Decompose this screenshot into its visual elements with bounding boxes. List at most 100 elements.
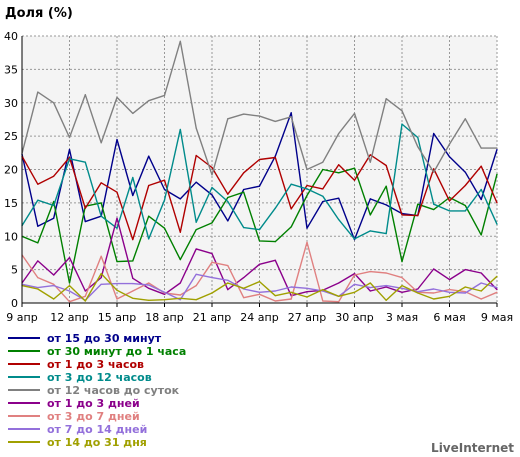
data-point bbox=[148, 287, 150, 289]
data-point bbox=[116, 283, 118, 285]
data-point bbox=[353, 274, 356, 276]
data-point bbox=[37, 242, 39, 244]
data-point bbox=[100, 273, 102, 275]
data-point bbox=[290, 208, 292, 210]
data-point bbox=[464, 171, 466, 173]
data-point bbox=[433, 268, 435, 270]
data-point bbox=[53, 274, 55, 276]
data-point bbox=[84, 220, 86, 223]
legend-label: от 1 до 3 часов bbox=[47, 358, 144, 371]
data-point bbox=[211, 222, 213, 224]
data-point bbox=[369, 287, 371, 289]
data-point bbox=[53, 102, 55, 104]
data-point bbox=[84, 300, 86, 302]
data-point bbox=[37, 260, 39, 262]
data-point bbox=[195, 154, 197, 157]
data-point bbox=[448, 200, 451, 202]
x-tick-label: 9 мая bbox=[481, 311, 513, 324]
data-point bbox=[353, 167, 356, 169]
data-point bbox=[338, 132, 340, 135]
data-point bbox=[179, 294, 181, 296]
data-point bbox=[464, 292, 466, 294]
x-tick-label: 3 мая bbox=[386, 311, 418, 324]
data-point bbox=[100, 182, 102, 184]
data-point bbox=[68, 282, 71, 284]
data-point bbox=[116, 217, 118, 219]
data-point bbox=[496, 289, 498, 291]
data-point bbox=[464, 291, 466, 293]
data-point bbox=[385, 285, 387, 287]
data-point bbox=[290, 183, 292, 185]
data-point bbox=[116, 289, 118, 291]
data-point bbox=[433, 292, 435, 294]
data-point bbox=[227, 279, 229, 281]
x-tick-label: 15 апр bbox=[98, 311, 136, 324]
data-point bbox=[306, 291, 308, 293]
data-point bbox=[132, 112, 134, 115]
data-point bbox=[68, 136, 71, 139]
data-point bbox=[290, 226, 292, 228]
data-point bbox=[496, 223, 498, 225]
data-point bbox=[258, 291, 261, 293]
data-point bbox=[306, 296, 308, 298]
data-point bbox=[480, 282, 482, 284]
data-point bbox=[385, 98, 387, 100]
x-tick-label: 18 апр bbox=[145, 311, 183, 324]
data-point bbox=[195, 248, 197, 250]
x-axis-ticks: 9 апр 12 апр 15 апр 18 апр 21 апр 24 апр 27 ап… bbox=[6, 303, 513, 324]
data-point bbox=[179, 297, 181, 299]
data-point bbox=[353, 273, 356, 275]
data-point bbox=[211, 253, 213, 255]
y-tick-label: 35 bbox=[4, 63, 18, 76]
data-point bbox=[353, 112, 356, 115]
data-point bbox=[274, 259, 276, 261]
data-point bbox=[116, 138, 118, 141]
data-point bbox=[433, 171, 435, 173]
data-point bbox=[274, 290, 276, 292]
data-point bbox=[258, 263, 261, 265]
data-point bbox=[322, 195, 324, 197]
series-5 bbox=[21, 40, 498, 176]
data-point bbox=[496, 291, 498, 293]
data-point bbox=[116, 298, 118, 300]
data-point bbox=[100, 142, 102, 144]
data-point bbox=[227, 118, 229, 120]
x-tick-label: 30 апр bbox=[335, 311, 373, 324]
data-point bbox=[464, 269, 466, 271]
data-point bbox=[163, 94, 166, 97]
data-point bbox=[195, 285, 197, 287]
data-point bbox=[195, 299, 197, 301]
data-point bbox=[132, 290, 134, 292]
data-point bbox=[68, 301, 71, 303]
series-6 bbox=[21, 217, 498, 297]
data-point bbox=[401, 214, 403, 216]
legend-label: от 30 минут до 1 часа bbox=[47, 345, 186, 358]
data-point bbox=[211, 277, 213, 279]
data-point bbox=[179, 40, 181, 42]
data-point bbox=[496, 202, 498, 204]
legend-item: от 12 часов до суток bbox=[8, 384, 180, 397]
x-tick-label: 6 мая bbox=[433, 311, 465, 324]
data-point bbox=[353, 283, 356, 285]
data-point bbox=[163, 179, 166, 181]
data-point bbox=[306, 168, 308, 171]
series-3 bbox=[21, 154, 498, 241]
data-point bbox=[274, 295, 276, 297]
data-point bbox=[338, 164, 340, 166]
data-point bbox=[448, 291, 451, 293]
data-point bbox=[385, 286, 387, 288]
data-point bbox=[385, 185, 387, 187]
data-point bbox=[84, 290, 86, 292]
data-point bbox=[433, 168, 435, 170]
data-point bbox=[100, 215, 102, 217]
legend-item: от 7 до 14 дней bbox=[8, 423, 147, 436]
data-point bbox=[243, 297, 245, 299]
data-point bbox=[385, 272, 387, 274]
data-point bbox=[243, 172, 245, 174]
data-point bbox=[179, 231, 181, 233]
data-point bbox=[116, 227, 118, 229]
data-point bbox=[258, 228, 261, 231]
data-point bbox=[132, 277, 134, 279]
